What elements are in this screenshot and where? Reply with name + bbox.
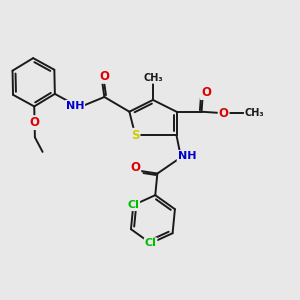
Text: O: O: [201, 86, 211, 99]
Text: O: O: [219, 107, 229, 120]
Text: NH: NH: [178, 151, 196, 161]
Text: O: O: [130, 161, 140, 174]
Text: O: O: [99, 70, 110, 83]
Text: Cl: Cl: [145, 238, 157, 248]
Text: CH₃: CH₃: [143, 73, 163, 83]
Text: CH₃: CH₃: [245, 108, 264, 118]
Text: NH: NH: [66, 101, 84, 111]
Text: S: S: [131, 129, 140, 142]
Text: Cl: Cl: [128, 200, 139, 210]
Text: O: O: [30, 116, 40, 129]
